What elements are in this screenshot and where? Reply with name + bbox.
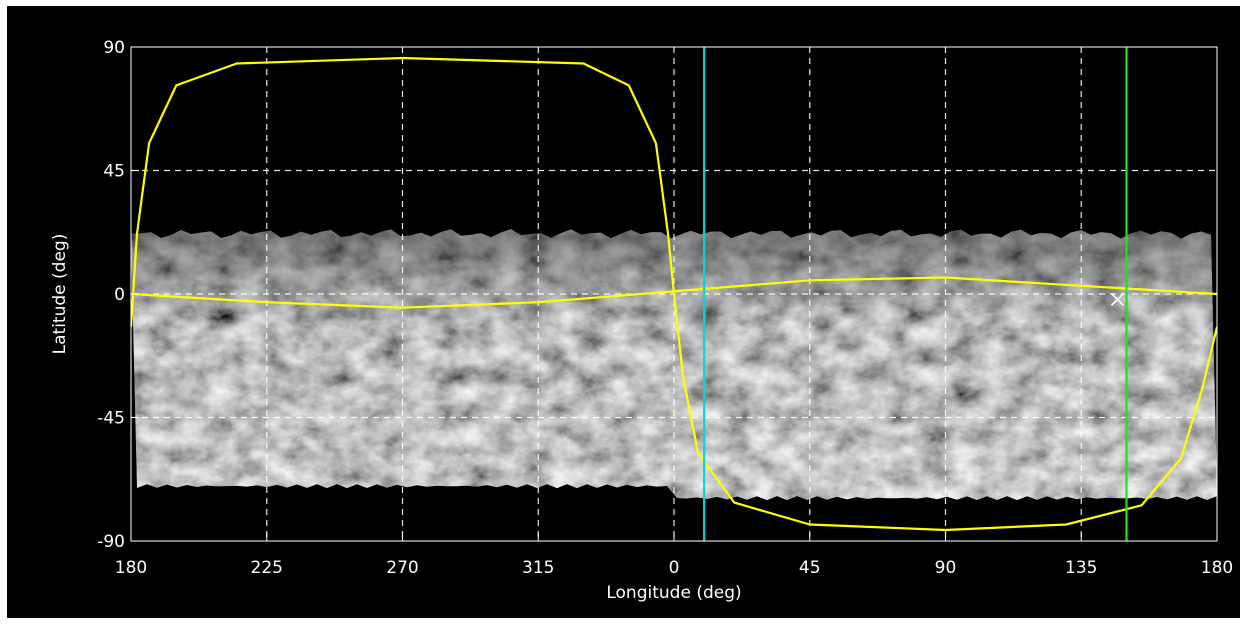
y-tick-label: 0 [114, 285, 125, 305]
axis-ticks: 180 225 270 315 0 45 90 135 180 90 45 0 -45 -90 [97, 38, 1233, 578]
x-tick-label: 270 [386, 558, 418, 578]
x-axis-title: Longitude (deg) [606, 583, 741, 603]
map-plot: 180 225 270 315 0 45 90 135 180 90 45 0 -45 -90 Longi… [50, 38, 1233, 603]
x-tick-label: 315 [522, 558, 554, 578]
ground-track-polar [131, 56, 1217, 532]
y-tick-label: 90 [103, 38, 125, 58]
map-figure: 180 225 270 315 0 45 90 135 180 90 45 0 -45 -90 Longi… [7, 6, 1240, 618]
x-tick-label: 225 [251, 558, 283, 578]
x-tick-label: 90 [935, 558, 957, 578]
track-lines [131, 47, 1217, 541]
y-axis-title: Latitude (deg) [50, 234, 70, 355]
surface-texture [131, 229, 1217, 501]
y-tick-label: -45 [97, 409, 125, 429]
y-tick-label: -90 [97, 532, 125, 552]
target-marker [1110, 292, 1125, 307]
surface-image [131, 229, 1217, 501]
x-tick-label: 0 [669, 558, 680, 578]
x-tick-label: 180 [115, 558, 147, 578]
y-tick-label: 45 [103, 162, 125, 182]
x-tick-label: 180 [1201, 558, 1233, 578]
x-tick-label: 135 [1065, 558, 1097, 578]
x-tick-label: 45 [799, 558, 821, 578]
map-grid [131, 47, 1217, 541]
